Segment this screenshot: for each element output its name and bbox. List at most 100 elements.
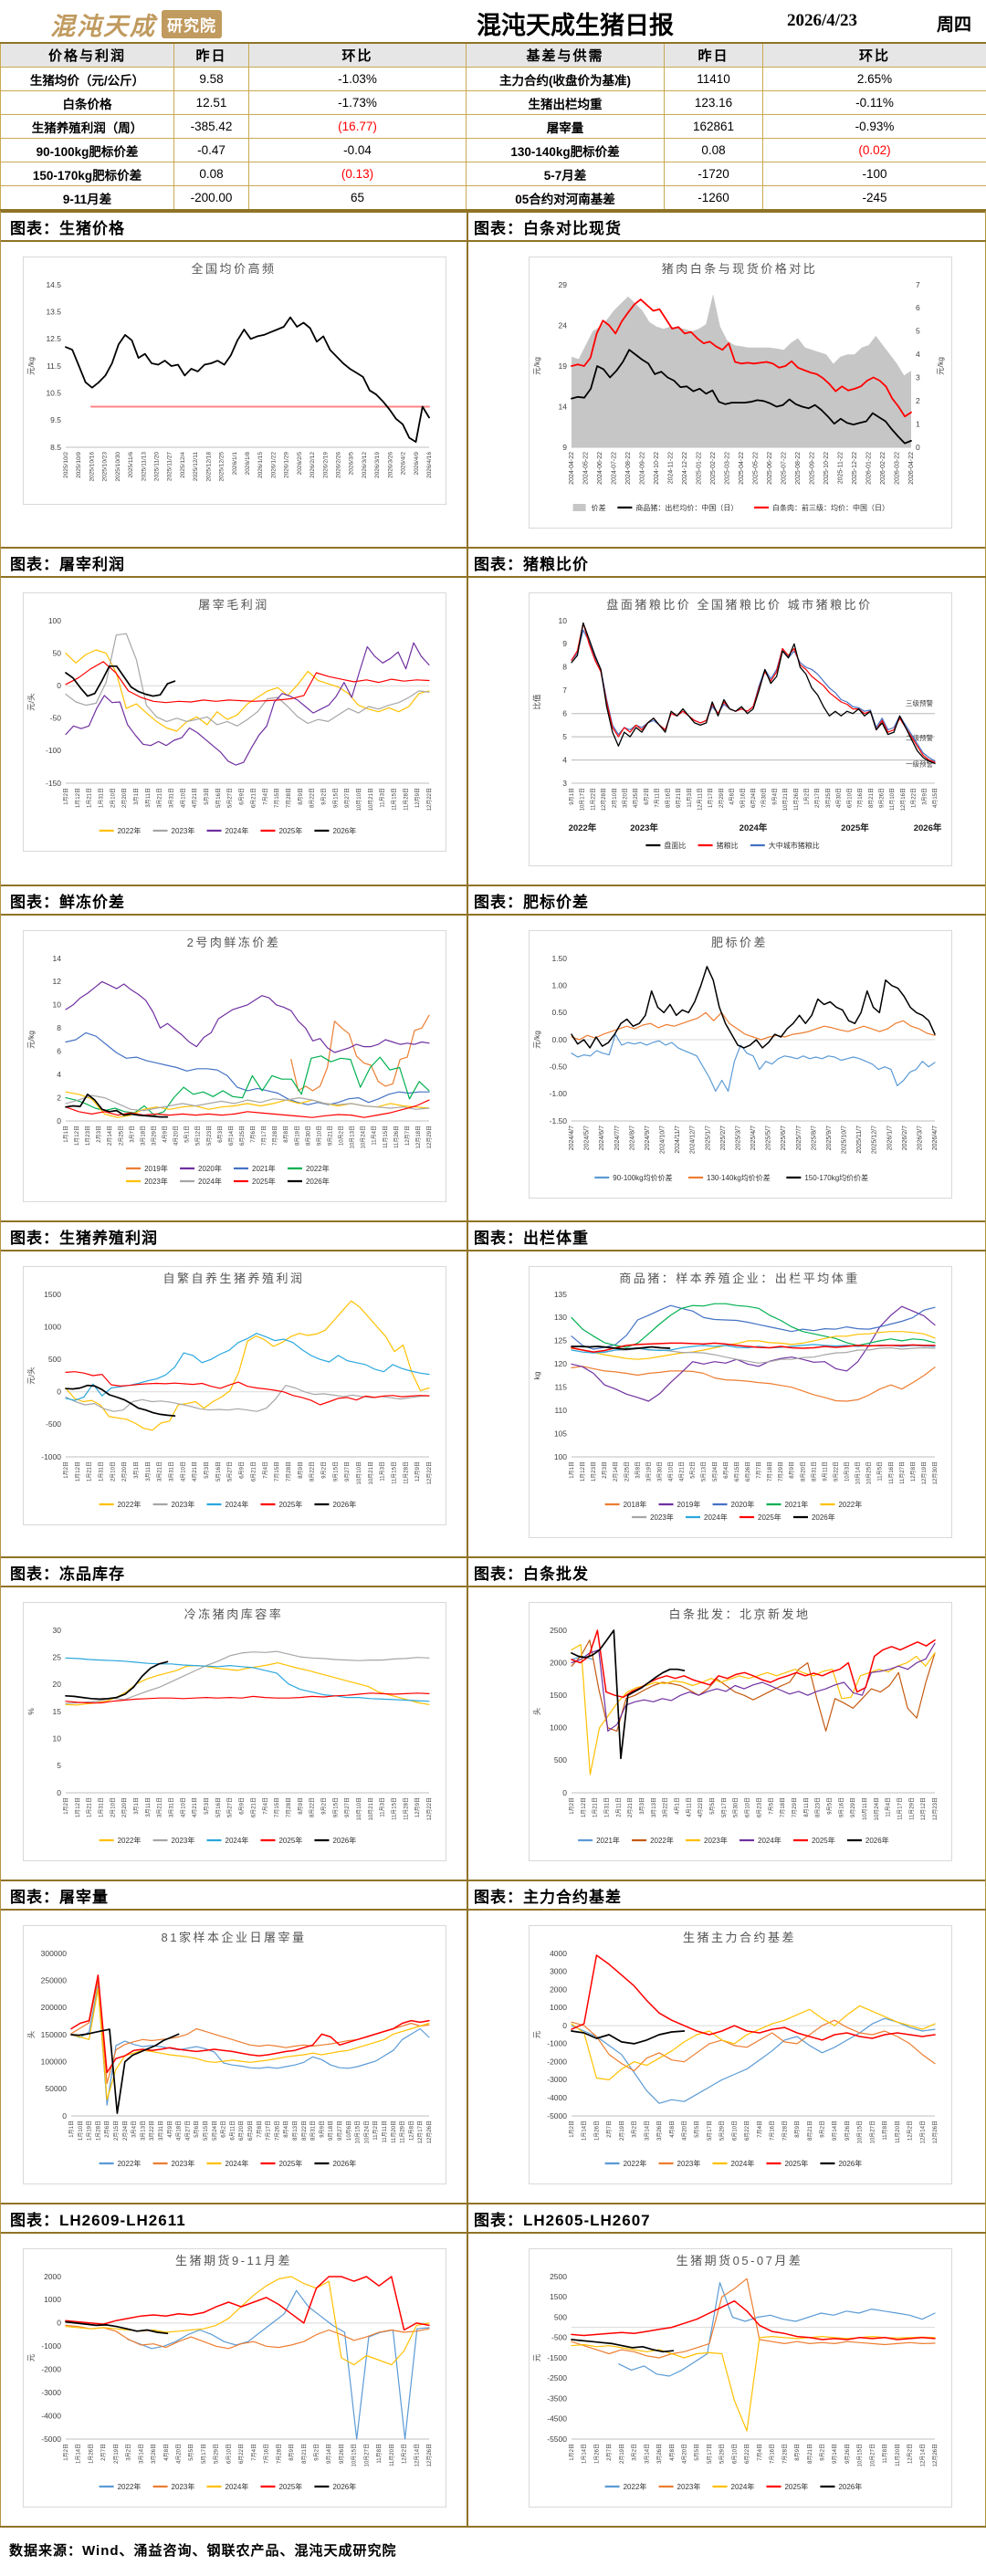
svg-text:2025-07-22: 2025-07-22 (781, 452, 788, 485)
svg-text:5: 5 (916, 327, 920, 336)
table-cell: 65 (249, 186, 467, 211)
svg-text:8月8日: 8月8日 (283, 1126, 289, 1143)
svg-text:1月21日: 1月21日 (87, 1461, 93, 1482)
svg-text:3月21日: 3月21日 (157, 1797, 163, 1817)
svg-text:2022年: 2022年 (118, 2482, 142, 2491)
svg-text:7月4日: 7月4日 (262, 1797, 268, 1815)
svg-text:5月24日: 5月24日 (212, 2120, 218, 2141)
column-header: 环比 (763, 43, 986, 68)
svg-text:11月3日: 11月3日 (380, 1461, 386, 1482)
svg-text:1500: 1500 (550, 1691, 567, 1700)
svg-text:8月11日: 8月11日 (803, 1797, 810, 1817)
svg-text:10月2日: 10月2日 (339, 1126, 345, 1146)
svg-text:12月26日: 12月26日 (932, 2120, 939, 2143)
svg-text:7: 7 (916, 280, 920, 289)
svg-text:11月15日: 11月15日 (391, 1461, 397, 1484)
svg-text:19: 19 (559, 361, 568, 371)
svg-text:2020年: 2020年 (731, 1500, 755, 1509)
svg-text:2月24日: 2月24日 (122, 2120, 129, 2141)
svg-text:4月10日: 4月10日 (180, 1797, 186, 1817)
svg-text:2025/3/7: 2025/3/7 (735, 1126, 741, 1150)
svg-text:2025年: 2025年 (784, 2482, 808, 2491)
svg-text:2024-11-22: 2024-11-22 (668, 452, 675, 484)
svg-text:2026/1/15: 2026/1/15 (257, 452, 264, 478)
svg-text:2026年: 2026年 (332, 1500, 356, 1509)
svg-text:-1000: -1000 (547, 2039, 567, 2048)
svg-text:-1000: -1000 (41, 1452, 61, 1461)
svg-text:1月14日: 1月14日 (76, 2444, 82, 2464)
slaughter-weight-chart: 商品猪：样本养殖企业：出栏平均体重kg135130125120115110105… (530, 1267, 949, 1533)
svg-text:-5000: -5000 (41, 2435, 61, 2444)
svg-text:2025年: 2025年 (252, 1177, 276, 1186)
svg-text:2021年: 2021年 (252, 1164, 276, 1173)
svg-text:12月9日: 12月9日 (414, 788, 421, 808)
svg-text:2023年: 2023年 (172, 2159, 195, 2168)
svg-text:12月18日: 12月18日 (415, 1126, 422, 1148)
svg-text:6月20日: 6月20日 (238, 2120, 245, 2141)
svg-text:9月26日: 9月26日 (844, 2120, 851, 2141)
svg-text:5月16日: 5月16日 (740, 788, 746, 808)
svg-text:9: 9 (562, 639, 567, 648)
svg-text:12月14日: 12月14日 (919, 2120, 926, 2143)
svg-text:白条批发：北京新发地: 白条批发：北京新发地 (668, 1607, 810, 1621)
svg-text:2024年: 2024年 (731, 2159, 755, 2168)
svg-text:12月9日: 12月9日 (414, 1797, 421, 1817)
svg-text:8月31日: 8月31日 (811, 1461, 817, 1482)
svg-text:10月21日: 10月21日 (368, 788, 374, 811)
table-cell: 9.58 (174, 68, 249, 91)
svg-text:2026/2/5: 2026/2/5 (297, 452, 303, 476)
svg-text:6月10日: 6月10日 (226, 2444, 232, 2464)
svg-text:5月6日: 5月6日 (194, 2120, 200, 2138)
svg-text:2022年: 2022年 (624, 2159, 647, 2168)
svg-text:2025-04-22: 2025-04-22 (739, 452, 745, 485)
main-contract-basis-section-label: 图表：主力合约基差 (468, 1881, 986, 1911)
svg-text:2月17日: 2月17日 (814, 788, 821, 808)
svg-text:1月2日: 1月2日 (569, 1797, 575, 1815)
svg-text:猪肉白条与现货价格对比: 猪肉白条与现货价格对比 (662, 262, 818, 276)
svg-text:7月28日: 7月28日 (276, 2444, 282, 2464)
svg-text:10月25日: 10月25日 (866, 1461, 873, 1484)
svg-text:2024年: 2024年 (198, 1177, 222, 1186)
svg-text:2019年: 2019年 (677, 1500, 701, 1509)
svg-text:12月2日: 12月2日 (907, 2120, 914, 2141)
svg-text:2025/10/2: 2025/10/2 (63, 452, 69, 478)
svg-text:5月29日: 5月29日 (719, 2120, 726, 2141)
svg-text:12月19日: 12月19日 (921, 1461, 928, 1484)
svg-text:2: 2 (57, 1093, 61, 1102)
svg-text:7月16日: 7月16日 (770, 2120, 776, 2141)
svg-text:2021年: 2021年 (784, 1500, 808, 1509)
svg-text:10月10日: 10月10日 (356, 788, 362, 811)
svg-text:4月8日: 4月8日 (669, 2120, 676, 2138)
svg-text:2: 2 (916, 396, 920, 405)
svg-text:2026/1/8: 2026/1/8 (245, 452, 251, 476)
svg-text:4月10日: 4月10日 (180, 1461, 186, 1482)
svg-text:自繁自养生猪养殖利润: 自繁自养生猪养殖利润 (163, 1272, 304, 1285)
svg-text:9月9日: 9月9日 (319, 2120, 325, 2138)
svg-text:8月30日: 8月30日 (305, 1126, 311, 1146)
svg-text:2025/5/7: 2025/5/7 (766, 1126, 772, 1150)
svg-text:2025-12-22: 2025-12-22 (852, 452, 858, 485)
svg-text:2025年: 2025年 (278, 826, 302, 835)
daily-slaughter-section-label: 图表：屠宰量 (1, 1881, 467, 1911)
svg-text:8月21日: 8月21日 (301, 2444, 308, 2464)
svg-text:8月9日: 8月9日 (794, 2444, 801, 2461)
svg-text:25: 25 (53, 1652, 62, 1661)
svg-text:9月26日: 9月26日 (878, 788, 885, 808)
svg-text:5月3日: 5月3日 (204, 1461, 210, 1479)
svg-text:1000: 1000 (550, 1723, 567, 1733)
svg-text:2023年: 2023年 (677, 2159, 701, 2168)
svg-text:5月12日: 5月12日 (195, 1126, 202, 1146)
svg-text:11月27日: 11月27日 (899, 1461, 906, 1484)
svg-text:2024/11/7: 2024/11/7 (675, 1126, 681, 1154)
svg-text:9.5: 9.5 (50, 415, 61, 424)
